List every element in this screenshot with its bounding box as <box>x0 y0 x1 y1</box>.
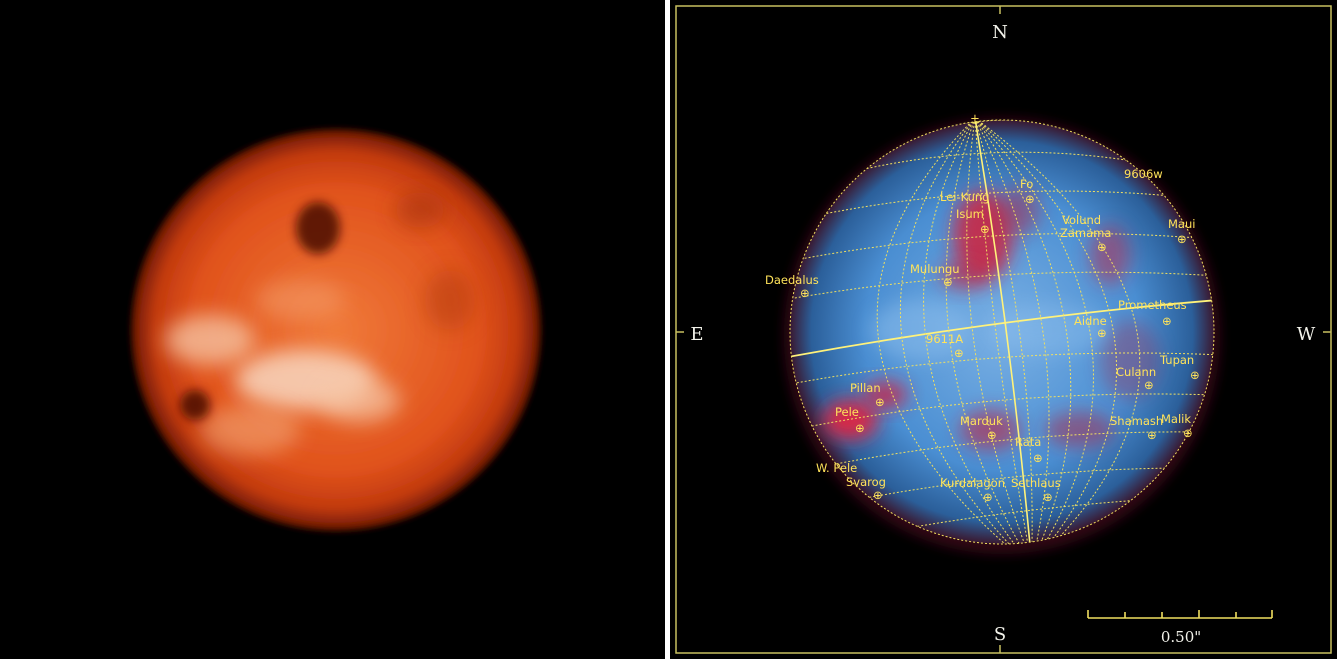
labeled-disk-map: + N S E W Fo ⊕ 9606w Lei-Kung Isum ⊕ Vol… <box>670 0 1337 659</box>
longitude-grid <box>876 120 1141 544</box>
compass-north: N <box>992 22 1008 43</box>
svg-text:⊕: ⊕ <box>800 286 810 300</box>
svg-text:⊕: ⊕ <box>873 488 883 502</box>
label-sethlaus: Sethlaus <box>1011 476 1061 490</box>
label-malik: Malik <box>1161 412 1191 426</box>
svg-text:⊕: ⊕ <box>983 490 993 504</box>
compass-south: S <box>994 624 1006 645</box>
svg-text:⊕: ⊕ <box>1097 326 1107 340</box>
label-aidne: Aidne <box>1074 314 1107 328</box>
compass-west: W <box>1297 324 1316 345</box>
equator-line <box>790 299 1214 358</box>
compass-east: E <box>690 324 703 345</box>
svg-text:⊕: ⊕ <box>1033 451 1043 465</box>
scale-bar-label: 0.50" <box>1161 628 1201 646</box>
svg-text:⊕: ⊕ <box>1144 378 1154 392</box>
svg-text:+: + <box>970 111 980 125</box>
label-fo: Fo <box>1020 177 1033 191</box>
svg-text:⊕: ⊕ <box>1183 426 1193 440</box>
central-meridian <box>974 120 1031 544</box>
svg-text:⊕: ⊕ <box>1190 368 1200 382</box>
svg-text:⊕: ⊕ <box>855 421 865 435</box>
feature-labels: Fo ⊕ 9606w Lei-Kung Isum ⊕ Volund Zamama… <box>765 167 1200 504</box>
label-pele: Pele <box>835 405 859 419</box>
svg-text:⊕: ⊕ <box>1177 232 1187 246</box>
label-9611a: 9611A <box>926 332 963 346</box>
label-kurdalagon: Kurdalagon <box>940 476 1005 490</box>
label-tupan: Tupan <box>1159 353 1194 367</box>
label-lei-kung: Lei-Kung <box>940 190 989 204</box>
label-daedalus: Daedalus <box>765 273 819 287</box>
label-culann: Culann <box>1116 365 1156 379</box>
label-9606w: 9606w <box>1124 167 1163 181</box>
label-prometheus: Prometheus <box>1118 298 1187 312</box>
svg-text:⊕: ⊕ <box>1025 192 1035 206</box>
svg-text:⊕: ⊕ <box>1162 314 1172 328</box>
svg-text:⊕: ⊕ <box>943 275 953 289</box>
svg-text:⊕: ⊕ <box>954 346 964 360</box>
label-pillan: Pillan <box>850 381 881 395</box>
label-svarog: Svarog <box>846 475 886 489</box>
label-marduk: Marduk <box>960 414 1003 428</box>
label-mulungu: Mulungu <box>910 262 960 276</box>
disk-limb <box>789 119 1215 545</box>
svg-text:⊕: ⊕ <box>1147 428 1157 442</box>
image-frame <box>675 5 1332 654</box>
left-image-panel <box>0 0 665 659</box>
right-image-panel: + N S E W Fo ⊕ 9606w Lei-Kung Isum ⊕ Vol… <box>670 0 1337 659</box>
scale-bar <box>1087 610 1273 619</box>
svg-text:⊕: ⊕ <box>1043 490 1053 504</box>
label-zamama: Zamama <box>1060 226 1111 240</box>
orange-disk-image <box>0 0 665 659</box>
label-volund: Volund <box>1062 213 1101 227</box>
svg-text:⊕: ⊕ <box>980 222 990 236</box>
svg-text:⊕: ⊕ <box>987 428 997 442</box>
svg-text:⊕: ⊕ <box>1097 240 1107 254</box>
label-maui: Maui <box>1168 217 1195 231</box>
label-rata: Rata <box>1015 435 1041 449</box>
label-w-pele: W. Pele <box>816 461 857 475</box>
svg-text:⊕: ⊕ <box>875 395 885 409</box>
label-shamash: Shamash <box>1110 414 1163 428</box>
label-isum: Isum <box>956 207 984 221</box>
